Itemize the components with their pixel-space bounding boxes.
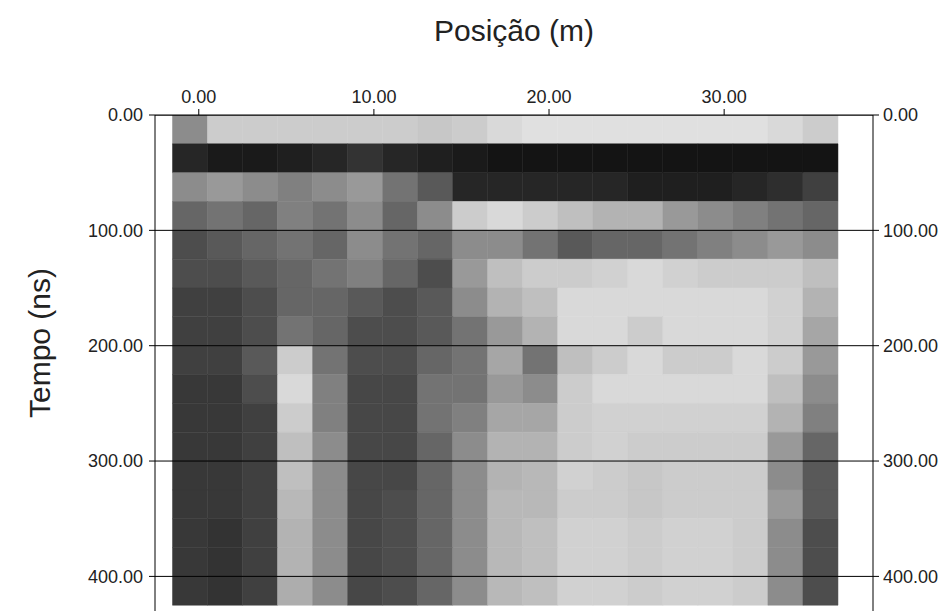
svg-text:300.00: 300.00 [88, 451, 143, 471]
svg-text:200.00: 200.00 [883, 336, 938, 356]
svg-text:100.00: 100.00 [88, 221, 143, 241]
svg-text:100.00: 100.00 [883, 221, 938, 241]
svg-text:0.00: 0.00 [108, 105, 143, 125]
html-text:Tempo (ns): Tempo (ns) [23, 268, 56, 418]
svg-text:400.00: 400.00 [88, 567, 143, 587]
svg-text:10.00: 10.00 [351, 87, 396, 107]
svg-text:0.00: 0.00 [883, 105, 918, 125]
svg-text:400.00: 400.00 [883, 567, 938, 587]
svg-text:20.00: 20.00 [527, 87, 572, 107]
svg-text:30.00: 30.00 [702, 87, 747, 107]
svg-text:300.00: 300.00 [883, 451, 938, 471]
svg-text:200.00: 200.00 [88, 336, 143, 356]
html-text:Posição (m): Posição (m) [434, 14, 594, 47]
svg-text:0.00: 0.00 [181, 87, 216, 107]
